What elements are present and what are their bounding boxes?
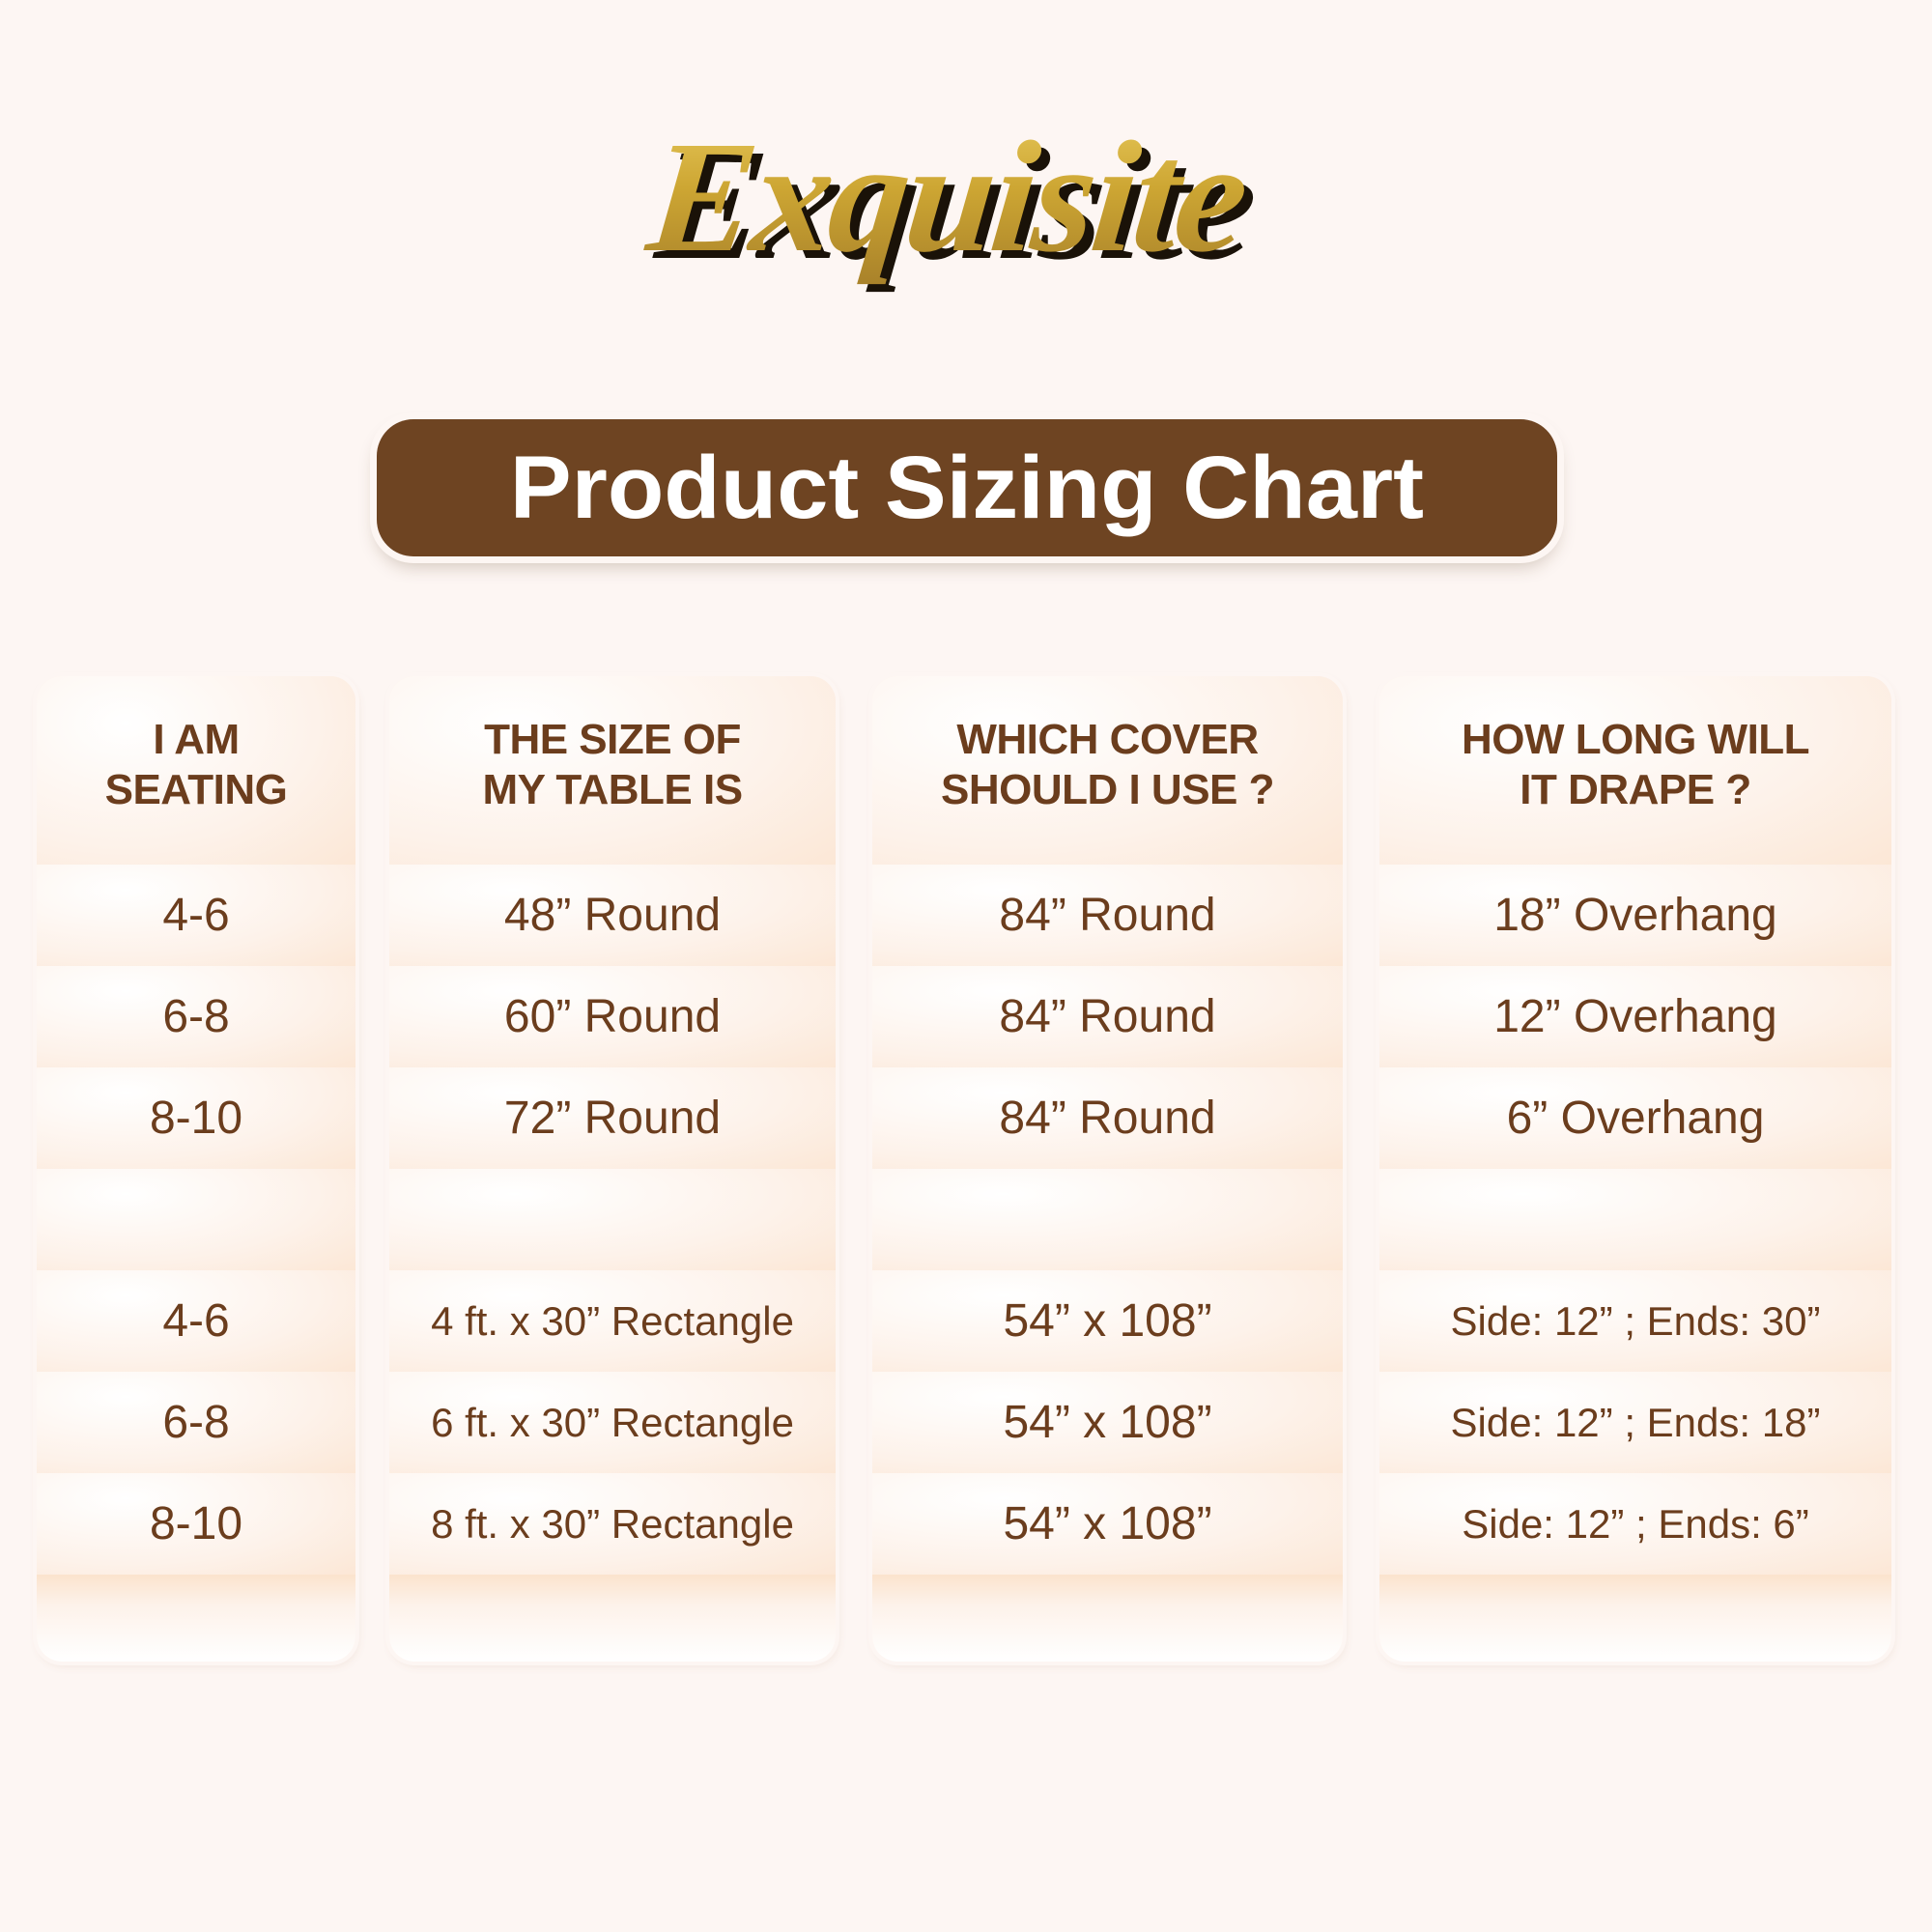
svg-text:Exquisite: Exquisite (639, 108, 1254, 284)
